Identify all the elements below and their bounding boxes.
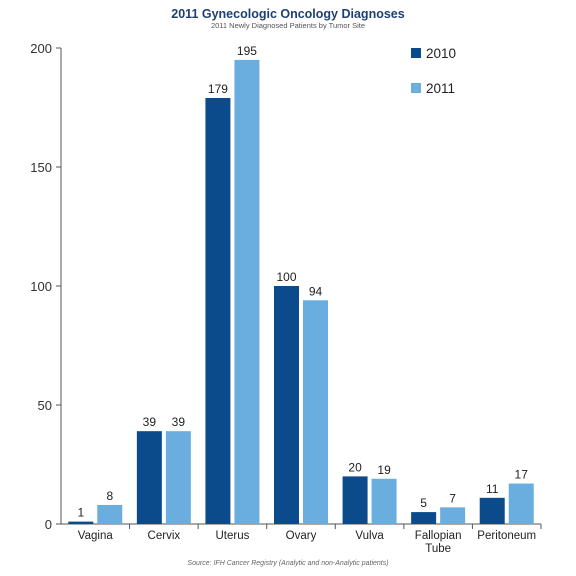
bar-value-label: 7 [449,491,456,505]
bar-value-label: 94 [309,284,323,298]
bar-2011 [234,59,260,525]
y-tick-label: 50 [38,398,52,413]
legend-label-2010: 2010 [426,46,456,61]
bar-2011 [371,478,397,524]
bar-2010 [479,497,505,524]
bar-2010 [342,476,368,524]
bar-2011 [303,300,328,524]
category-label: Cervix [148,530,181,542]
bar-2010 [274,286,299,524]
y-tick-label: 200 [30,41,52,56]
bar-value-label: 1 [77,506,84,520]
category-label: Vulva [355,530,384,542]
source-note: Source: IFH Cancer Registry (Analytic an… [187,560,389,567]
category-label: Peritoneum [477,530,536,542]
bar-value-label: 100 [276,270,296,284]
bar-2011 [508,483,534,524]
chart-subtitle: 2011 Newly Diagnosed Patients by Tumor S… [210,21,366,30]
bar-2011 [97,504,123,524]
bar-value-label: 11 [486,482,499,496]
bar-value-label: 195 [237,44,257,58]
bar-2010 [136,431,162,524]
y-tick-label: 0 [45,517,52,532]
y-tick-label: 150 [30,160,52,175]
bar-value-label: 179 [208,82,228,96]
legend-swatch-2010 [411,48,421,58]
bar-value-label: 20 [348,460,362,474]
chart-title: 2011 Gynecologic Oncology Diagnoses [171,7,405,21]
category-label: Ovary [286,530,317,542]
y-tick-label: 100 [30,279,52,294]
bar-2010 [411,512,437,524]
category-label: Fallopian [415,530,462,542]
legend-swatch-2011 [411,83,421,93]
bar-value-label: 8 [106,489,113,503]
bar-value-label: 39 [143,415,157,429]
bar-2010 [205,97,231,524]
bar-value-label: 19 [377,463,391,477]
bar-value-label: 17 [515,468,529,482]
category-label: Tube [425,543,451,555]
legend-label-2011: 2011 [426,81,455,96]
bar-value-label: 5 [420,496,427,510]
bar-2010 [68,521,94,524]
category-label: Uterus [215,530,249,542]
bar-value-label: 39 [172,415,186,429]
bar-2011 [165,431,191,524]
category-label: Vagina [78,530,114,542]
bar-2011 [440,507,466,524]
